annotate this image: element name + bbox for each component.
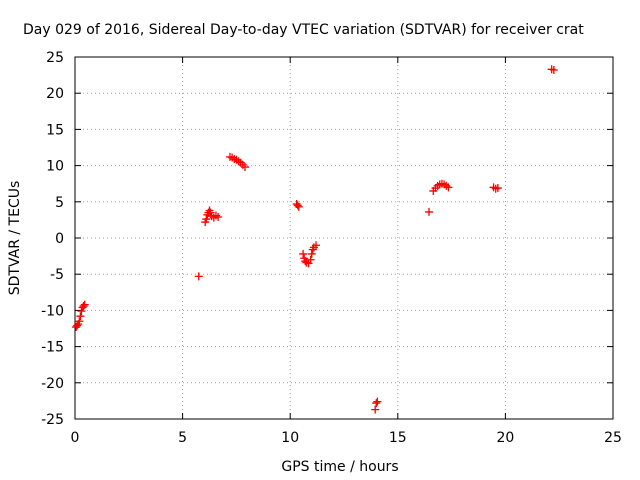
- data-point: [549, 66, 558, 75]
- y-tick-label: 10: [46, 159, 64, 175]
- y-tick-label: -20: [41, 376, 64, 392]
- data-point: [194, 272, 203, 281]
- y-tick-label: -10: [41, 303, 64, 319]
- x-tick-label: 0: [71, 430, 80, 446]
- axis-ticks: 0 5 10 15 20 25 25 20 15 10 5 0 -5 -10 -15 -20 -25: [41, 50, 622, 446]
- data-points: [72, 65, 558, 414]
- data-point: [241, 163, 250, 172]
- data-point: [306, 255, 315, 264]
- data-point: [493, 184, 502, 193]
- data-point: [373, 397, 382, 406]
- y-tick-label: -5: [50, 267, 64, 283]
- data-point: [206, 208, 215, 217]
- x-axis-label: GPS time / hours: [281, 459, 398, 475]
- y-tick-label: -15: [41, 340, 64, 356]
- data-point: [294, 202, 303, 211]
- data-point: [75, 317, 84, 326]
- y-tick-label: 5: [55, 195, 64, 211]
- x-tick-label: 5: [178, 430, 187, 446]
- y-tick-label: 15: [46, 122, 64, 138]
- data-point: [202, 215, 211, 224]
- grid-lines: [75, 57, 613, 419]
- data-point: [372, 399, 381, 408]
- data-point: [80, 300, 89, 309]
- data-point: [371, 405, 380, 414]
- y-tick-label: 0: [55, 231, 64, 247]
- data-point: [312, 241, 321, 250]
- data-point: [73, 321, 82, 330]
- data-point: [299, 249, 308, 258]
- data-point: [79, 302, 88, 311]
- x-tick-label: 15: [389, 430, 407, 446]
- x-tick-label: 10: [281, 430, 299, 446]
- x-tick-label: 25: [604, 430, 622, 446]
- data-point: [293, 201, 302, 210]
- y-tick-label: -25: [41, 412, 64, 428]
- data-point: [76, 312, 85, 321]
- y-axis-label: SDTVAR / TECUs: [7, 181, 23, 296]
- chart-title: Day 029 of 2016, Sidereal Day-to-day VTE…: [23, 22, 584, 38]
- data-point: [444, 183, 453, 192]
- data-point: [425, 207, 434, 216]
- y-tick-label: 20: [46, 86, 64, 102]
- y-tick-label: 25: [46, 50, 64, 66]
- data-point: [307, 249, 316, 258]
- data-point: [77, 307, 86, 316]
- x-tick-label: 20: [496, 430, 514, 446]
- data-point: [214, 213, 223, 222]
